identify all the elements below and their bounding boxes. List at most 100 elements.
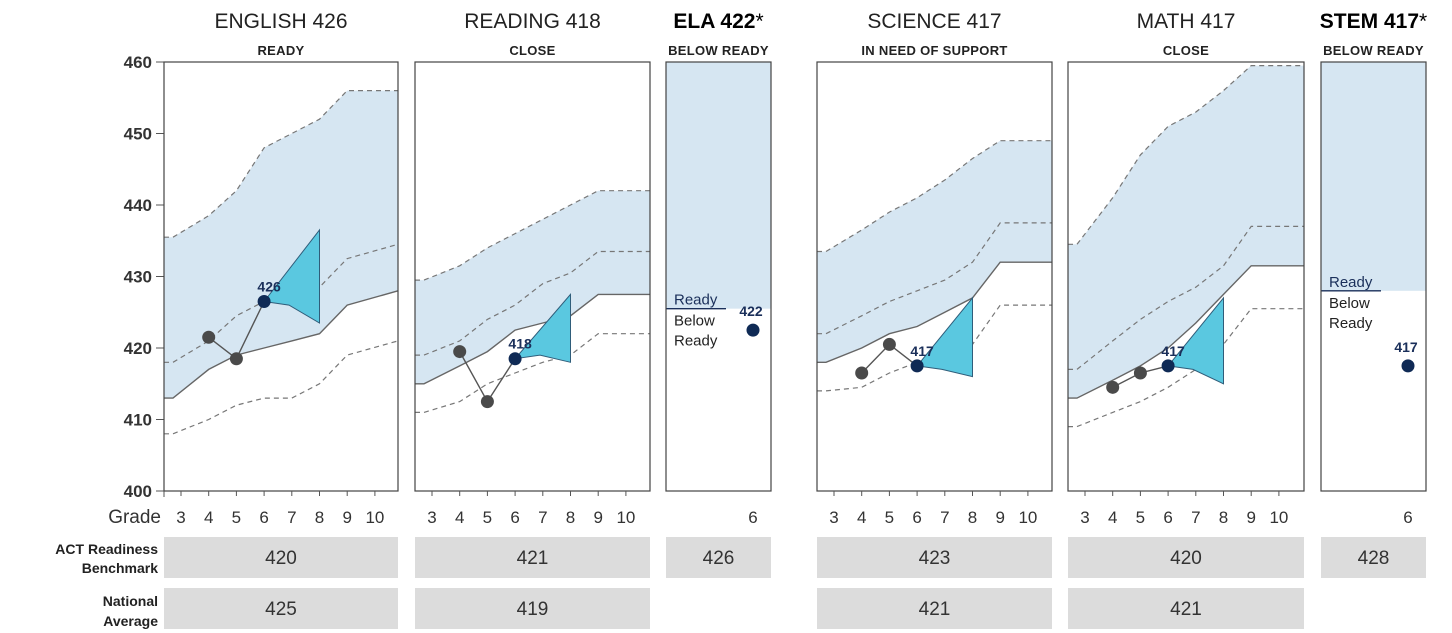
band-layer [164, 62, 1426, 399]
benchmark-cell [1068, 537, 1304, 578]
x-tick-label: 8 [315, 508, 324, 527]
national-cell [164, 588, 398, 629]
panel-title: READING 418 [464, 10, 601, 33]
national-row-label: National [103, 593, 158, 609]
low-dashed-line [1068, 308, 1304, 428]
current-score-label: 417 [1161, 343, 1185, 359]
band-lower-line [164, 290, 399, 399]
benchmark-row-label: Benchmark [82, 560, 158, 576]
panel-frame [1067, 61, 1305, 492]
benchmark-value: 420 [1170, 548, 1202, 569]
band-lower-line [415, 293, 650, 385]
benchmark-value: 421 [517, 548, 549, 569]
current-score-point [1161, 359, 1175, 373]
panel-frame [665, 61, 772, 492]
y-tick-label: 430 [124, 268, 152, 287]
national-cell [1068, 588, 1304, 629]
panel-title: STEM 417* [1320, 10, 1427, 33]
table-layer: 420 425 421 419 426 423 421 420 421 428 ACT Readin… [55, 537, 1426, 629]
below-ready-text: Ready [1329, 315, 1373, 332]
national-value: 419 [517, 599, 549, 620]
benchmark-cell [415, 537, 650, 578]
frame-layer [156, 61, 1427, 497]
low-dashed-line [415, 333, 650, 413]
mid-dashed-line [415, 250, 650, 356]
benchmark-cell [164, 537, 398, 578]
x-tick-label: 8 [566, 508, 575, 527]
band-lower-line [1068, 265, 1304, 399]
composite-score-point [1401, 359, 1415, 373]
panel-frame [816, 61, 1053, 492]
x-tick-label: 4 [1108, 508, 1117, 527]
readiness-band [164, 90, 398, 399]
line-layer [164, 64, 1381, 435]
x-tick-label: 6 [748, 508, 757, 527]
score-point [229, 352, 243, 366]
below-ready-text: Ready [674, 333, 718, 350]
ready-text: Ready [674, 292, 718, 309]
benchmark-cell [666, 537, 771, 578]
ready-zone [666, 62, 771, 309]
current-score-label: 417 [910, 343, 934, 359]
below-ready-text: Below [1329, 295, 1370, 312]
y-tick-label: 420 [124, 339, 152, 358]
score-point [855, 366, 869, 380]
projection-cone [916, 296, 973, 378]
mark-layer [202, 228, 1415, 409]
band-upper-dashed [817, 140, 1052, 253]
y-tick-label: 440 [124, 196, 152, 215]
panel-title: ENGLISH 426 [214, 10, 347, 33]
benchmark-cell [817, 537, 1052, 578]
panel-frame [163, 61, 399, 492]
grade-axis-label: Grade [108, 507, 161, 528]
score-point [480, 395, 494, 409]
x-tick-label: 6 [1403, 508, 1412, 527]
x-tick-label: 6 [259, 508, 268, 527]
current-score-point [910, 359, 924, 373]
score-point [202, 330, 216, 344]
band-upper-dashed [415, 190, 650, 281]
national-value: 421 [1170, 599, 1202, 620]
national-value: 425 [265, 599, 297, 620]
x-tick-label: 10 [616, 508, 635, 527]
x-tick-label: 9 [342, 508, 351, 527]
below-ready-text: Below [674, 313, 715, 330]
panel-status: READY [257, 43, 304, 58]
national-row-label: Average [103, 613, 158, 629]
score-point [453, 345, 467, 359]
x-tick-label: 4 [204, 508, 213, 527]
benchmark-value: 428 [1358, 548, 1390, 569]
x-tick-label: 5 [232, 508, 241, 527]
score-point [882, 337, 896, 351]
mid-dashed-line [817, 222, 1052, 335]
panel-frame [1320, 61, 1427, 492]
panel-status: BELOW READY [668, 43, 769, 58]
panel-status: BELOW READY [1323, 43, 1424, 58]
x-tick-label: 3 [176, 508, 185, 527]
national-cell [415, 588, 650, 629]
x-tick-label: 9 [593, 508, 602, 527]
national-cell [817, 588, 1052, 629]
score-point [1106, 380, 1120, 394]
readiness-band [817, 140, 1052, 363]
y-tick-label: 400 [124, 482, 152, 501]
current-score-label: 426 [257, 279, 281, 295]
x-tick-label: 9 [1246, 508, 1255, 527]
band-lower-line [817, 261, 1052, 363]
benchmark-row-label: ACT Readiness [55, 541, 158, 557]
x-tick-label: 7 [940, 508, 949, 527]
x-tick-label: 7 [538, 508, 547, 527]
panel-title-score: ELA 422 [673, 10, 755, 33]
band-upper-dashed [1068, 64, 1304, 245]
projection-cone [513, 293, 571, 363]
x-tick-label: 10 [1269, 508, 1288, 527]
x-tick-label: 3 [829, 508, 838, 527]
composite-score-point [746, 323, 760, 337]
x-tick-label: 9 [995, 508, 1004, 527]
x-tick-label: 5 [885, 508, 894, 527]
x-tick-label: 7 [1191, 508, 1200, 527]
projection-cone [263, 228, 320, 324]
benchmark-cell [1321, 537, 1426, 578]
panel-status: IN NEED OF SUPPORT [861, 43, 1007, 58]
